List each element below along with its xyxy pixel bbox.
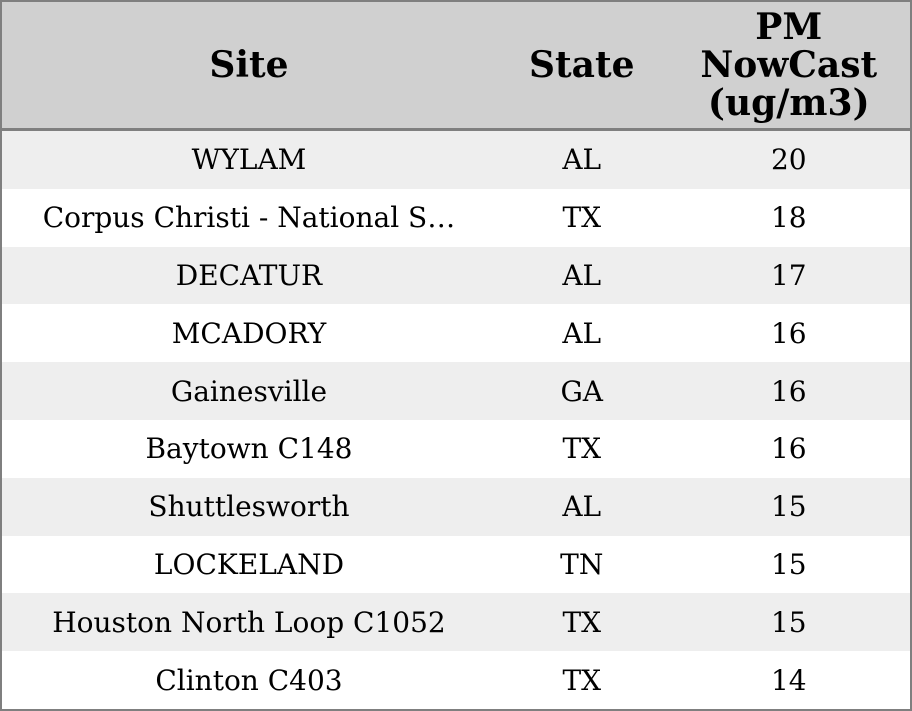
pm-cell: 16 <box>770 374 807 408</box>
pm-cell: 17 <box>770 258 807 292</box>
pm-cell: 16 <box>770 316 807 350</box>
table-row: Gainesville GA 16 <box>2 362 910 420</box>
table-body: WYLAM AL 20 Corpus Christi - National S…… <box>2 131 910 709</box>
table-row: Corpus Christi - National S… TX 18 <box>2 188 910 247</box>
site-cell: Houston North Loop C1052 <box>52 605 446 639</box>
site-cell: LOCKELAND <box>153 547 345 581</box>
pm-cell: 15 <box>770 605 807 639</box>
state-cell: TX <box>562 663 602 697</box>
state-cell: GA <box>560 374 604 408</box>
state-cell: TX <box>562 201 602 235</box>
site-cell: Baytown C148 <box>145 432 353 466</box>
site-cell: DECATUR <box>175 258 323 292</box>
pm-cell: 16 <box>770 432 807 466</box>
state-cell: AL <box>562 258 602 292</box>
site-cell: Shuttlesworth <box>148 490 350 524</box>
table-row: WYLAM AL 20 <box>2 131 910 189</box>
site-cell: MCADORY <box>171 316 327 350</box>
site-cell: Corpus Christi - National S… <box>42 201 456 235</box>
column-header-site: Site <box>209 44 289 86</box>
state-cell: TX <box>562 605 602 639</box>
site-cell: Gainesville <box>170 374 328 408</box>
table-row: LOCKELAND TN 15 <box>2 535 910 594</box>
pm-cell: 20 <box>770 143 807 177</box>
pm-cell: 15 <box>770 490 807 524</box>
table-row: Shuttlesworth AL 15 <box>2 477 910 536</box>
state-cell: TX <box>562 432 602 466</box>
pm-cell: 14 <box>770 663 807 697</box>
state-cell: AL <box>562 143 602 177</box>
column-header-state: State <box>528 44 635 86</box>
state-cell: AL <box>562 490 602 524</box>
pm-cell: 18 <box>770 201 807 235</box>
state-cell: AL <box>562 316 602 350</box>
table-row: Houston North Loop C1052 TX 15 <box>2 593 910 652</box>
table-row: Baytown C148 TX 16 <box>2 419 910 478</box>
table-row: Clinton C403 TX 14 <box>2 651 910 709</box>
column-header-pm-nowcast: PM NowCast (ug/m3) <box>700 6 878 124</box>
site-cell: WYLAM <box>191 143 307 177</box>
table-row: DECATUR AL 17 <box>2 246 910 305</box>
table-row: MCADORY AL 16 <box>2 304 910 363</box>
table-header-row: Site State PM NowCast (ug/m3) <box>2 2 910 131</box>
site-cell: Clinton C403 <box>155 663 343 697</box>
state-cell: TN <box>560 547 604 581</box>
pm-cell: 15 <box>770 547 807 581</box>
